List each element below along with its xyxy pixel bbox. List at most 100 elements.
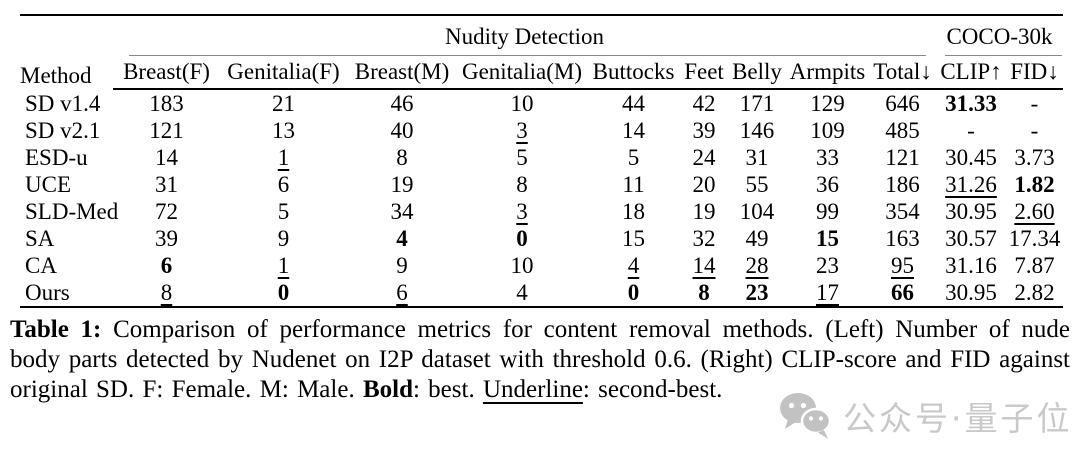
table-caption: Table 1: Comparison of performance metri… [10,315,1070,405]
value-cell: 14 [680,252,728,279]
value-cell: 23 [728,279,786,307]
table-row: SLD-Med 72 5 34 3 18 19 104 99 354 30.95 2.60 [20,198,1063,225]
value-cell: 6 [220,171,347,198]
value-cell: - [1006,117,1063,144]
cell-value: 66 [891,280,914,305]
value-cell: 31 [728,144,786,171]
cell-value: - [1030,91,1039,116]
cell-value: 6 [160,253,173,278]
table-body: SD v1.4 183 21 46 10 44 42 171 129 646 31.33- SD v2… [20,89,1063,307]
cell-value: 109 [810,118,845,143]
cell-value: 13 [272,118,295,143]
cell-value: 2.60 [1014,199,1055,224]
column-header: Genitalia(F) [220,56,347,90]
column-header: Breast(F) [113,56,220,90]
cell-value: 23 [745,280,769,305]
cell-value: 10 [510,253,534,278]
watermark: 公众号·量子位 [779,392,1073,440]
cell-value: 9 [277,226,290,251]
cell-value: 171 [739,91,775,116]
value-cell: 20 [680,171,728,198]
column-header: Breast(M) [347,56,457,90]
value-cell: 1 [220,144,347,171]
value-cell: 39 [113,225,220,252]
cell-value: 49 [745,226,769,251]
cell-value: 20 [692,172,716,197]
method-name: Ours [25,280,70,305]
cell-value: 23 [816,253,839,278]
value-cell: 30.95 [936,279,1006,307]
cell-value: 33 [816,145,839,170]
value-cell: 42 [680,89,728,117]
column-header: Feet [680,56,728,90]
cell-value: 8 [396,145,408,170]
subheader-row: Breast(F) Genitalia(F) Breast(M) Genitalia(… [20,56,1063,90]
cell-value: 15 [816,226,839,251]
value-cell: 49 [728,225,786,252]
value-cell: 30.45 [936,144,1006,171]
cell-value: 95 [891,253,914,278]
value-cell: 0 [457,225,587,252]
value-cell: 4 [457,279,587,307]
cell-value: 3 [516,199,528,224]
group-label-nudity: Nudity Detection [444,24,605,49]
caption-text-1: Comparison of performance metrics for co… [10,316,1070,403]
table-row: ESD-u 14 1 8 5 5 24 31 33 121 30.45 3.73 [20,144,1063,171]
cell-value: 55 [745,172,769,197]
value-cell: 186 [869,171,936,198]
cell-value: 31.16 [945,253,997,278]
value-cell: 8 [113,279,220,307]
value-cell: 8 [457,171,587,198]
value-cell: 8 [680,279,728,307]
value-cell: 183 [113,89,220,117]
value-cell: 5 [587,144,680,171]
cell-value: 34 [390,199,414,224]
cell-value: 121 [149,118,184,143]
value-cell: 146 [728,117,786,144]
value-cell: 46 [347,89,457,117]
cell-value: 30.57 [945,226,997,251]
cell-value: 39 [692,118,716,143]
caption-bold-word: Bold [362,376,413,403]
wechat-icon [780,393,831,439]
table-row: Ours 8 0 6 4 0 8 23 17 66 30.95 2.82 [20,279,1063,307]
cmidrule-nudity [129,55,926,56]
cell-value: 7.87 [1014,253,1055,278]
cell-value: - [967,118,975,143]
column-header: Total↓ [869,56,936,90]
value-cell: 6 [347,279,457,307]
table-row: SD v1.4 183 21 46 10 44 42 171 129 646 31.33 - [20,89,1063,117]
value-cell: 15 [786,225,869,252]
cell-value: 186 [885,172,920,197]
cell-value: 31.33 [945,91,997,116]
caption-underline-word: Underline [482,376,583,403]
cell-value: 129 [810,91,845,116]
value-cell: 0 [587,279,680,307]
value-cell: 129 [786,89,869,117]
cell-value: 8 [516,172,528,197]
value-cell: 4 [347,225,457,252]
value-cell: 30.57 [936,225,1006,252]
value-cell: 66 [869,279,936,307]
value-cell: 9 [220,225,347,252]
cell-value: 8 [698,280,710,305]
value-cell: 646 [869,89,936,117]
cell-value: 5 [516,145,528,170]
cell-value: 30.95 [945,199,997,224]
cell-value: 14 [692,253,716,278]
value-cell: 72 [113,198,220,225]
value-cell: 24 [680,144,728,171]
value-cell: 14 [113,144,220,171]
value-cell: 18 [587,198,680,225]
cell-value: 14 [155,145,178,170]
table-row: SD v2.1 121 13 40 3 14 39 146 109 485 - - [20,117,1063,144]
cell-value: 146 [739,118,775,143]
results-table: Method Nudity Detection COCO-30k Breast(… [20,14,1063,308]
value-cell: 32 [680,225,728,252]
value-cell: 39 [680,117,728,144]
value-cell: 33 [786,144,869,171]
value-cell: 40 [347,117,457,144]
cell-value: 0 [516,226,528,251]
value-cell: 163 [869,225,936,252]
method-name: ESD-u [25,145,88,170]
